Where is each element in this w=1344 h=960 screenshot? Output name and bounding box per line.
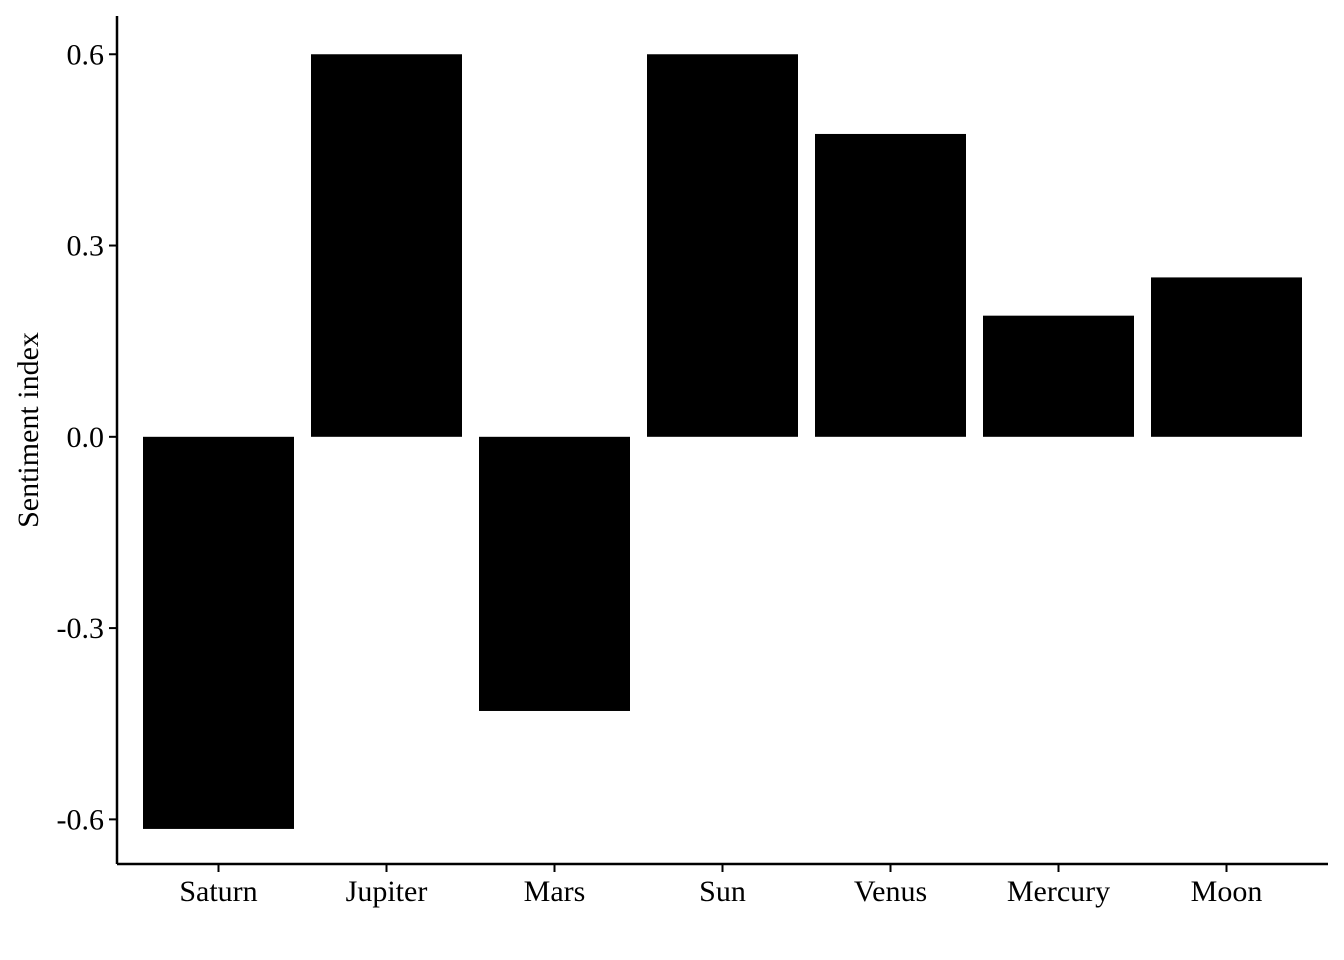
y-tick-label: -0.6 (57, 803, 105, 836)
bar-moon (1151, 277, 1302, 437)
y-tick-label: -0.3 (57, 612, 105, 645)
bars-group (143, 54, 1302, 829)
x-tick-label-venus: Venus (854, 875, 927, 908)
x-axis: Saturn Jupiter Mars Sun Venus Mercury Moon (117, 862, 1328, 908)
x-tick-label-mars: Mars (524, 875, 586, 908)
bar-saturn (143, 436, 294, 829)
y-tick-label: 0.0 (67, 421, 105, 454)
bar-mercury (983, 315, 1134, 437)
bar-jupiter (311, 54, 462, 437)
y-tick-label: 0.6 (67, 38, 105, 71)
y-ticks: -0.6 -0.3 0.0 0.3 0.6 (57, 38, 117, 836)
y-axis: -0.6 -0.3 0.0 0.3 0.6 (57, 16, 119, 864)
x-tick-label-saturn: Saturn (179, 875, 257, 908)
x-tick-label-moon: Moon (1191, 875, 1263, 908)
bar-sun (647, 54, 798, 437)
y-tick-label: 0.3 (67, 230, 105, 263)
x-tick-label-mercury: Mercury (1007, 875, 1110, 908)
x-ticks: Saturn Jupiter Mars Sun Venus Mercury Moon (179, 864, 1262, 908)
x-tick-label-sun: Sun (699, 875, 746, 908)
y-axis-title: Sentiment index (12, 332, 45, 528)
bar-venus (815, 133, 966, 437)
bar-mars (479, 436, 630, 711)
x-tick-label-jupiter: Jupiter (346, 875, 428, 908)
